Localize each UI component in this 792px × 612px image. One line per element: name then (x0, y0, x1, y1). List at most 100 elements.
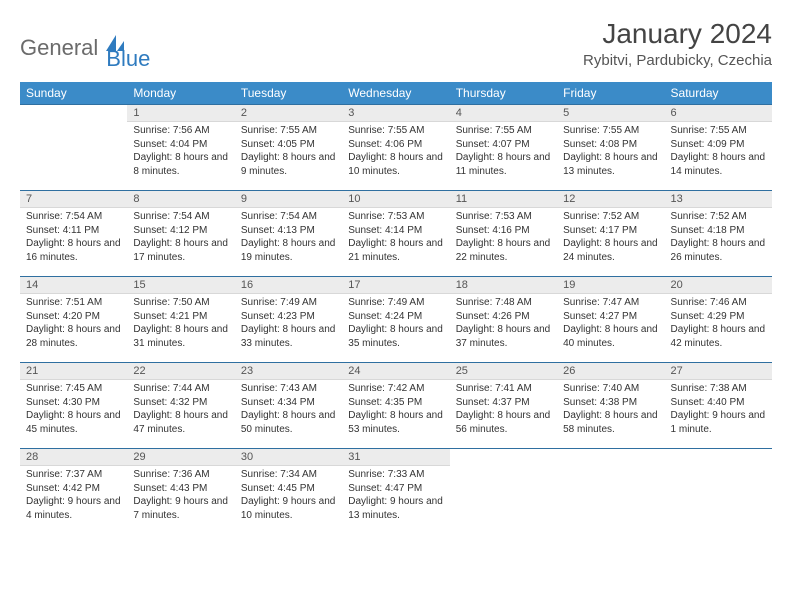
day-number: 14 (20, 277, 127, 294)
day-detail: Sunrise: 7:33 AMSunset: 4:47 PMDaylight:… (342, 466, 449, 526)
day-detail-line: Sunset: 4:47 PM (348, 482, 443, 496)
day-number: 27 (665, 363, 772, 380)
day-detail: Sunrise: 7:41 AMSunset: 4:37 PMDaylight:… (450, 380, 557, 440)
day-number: 18 (450, 277, 557, 294)
day-number: 21 (20, 363, 127, 380)
day-detail-line: Sunset: 4:04 PM (133, 138, 228, 152)
calendar-cell: 16Sunrise: 7:49 AMSunset: 4:23 PMDayligh… (235, 277, 342, 363)
day-detail-line: Sunrise: 7:50 AM (133, 296, 228, 310)
day-number: 4 (450, 105, 557, 122)
day-number: 8 (127, 191, 234, 208)
day-detail-line: Sunrise: 7:37 AM (26, 468, 121, 482)
day-detail-line: Daylight: 8 hours and 13 minutes. (563, 151, 658, 178)
header: General Blue January 2024 Rybitvi, Pardu… (20, 18, 772, 72)
day-detail: Sunrise: 7:52 AMSunset: 4:17 PMDaylight:… (557, 208, 664, 268)
day-detail-line: Daylight: 8 hours and 24 minutes. (563, 237, 658, 264)
day-detail: Sunrise: 7:46 AMSunset: 4:29 PMDaylight:… (665, 294, 772, 354)
day-detail-line: Daylight: 8 hours and 19 minutes. (241, 237, 336, 264)
day-detail-line: Sunset: 4:08 PM (563, 138, 658, 152)
day-detail-line: Sunrise: 7:51 AM (26, 296, 121, 310)
day-number: 25 (450, 363, 557, 380)
day-detail: Sunrise: 7:52 AMSunset: 4:18 PMDaylight:… (665, 208, 772, 268)
calendar-cell: 29Sunrise: 7:36 AMSunset: 4:43 PMDayligh… (127, 449, 234, 535)
day-detail-line: Sunset: 4:12 PM (133, 224, 228, 238)
calendar-week-row: 21Sunrise: 7:45 AMSunset: 4:30 PMDayligh… (20, 363, 772, 449)
day-detail-line: Daylight: 9 hours and 7 minutes. (133, 495, 228, 522)
calendar-cell: 3Sunrise: 7:55 AMSunset: 4:06 PMDaylight… (342, 105, 449, 191)
calendar-cell: 23Sunrise: 7:43 AMSunset: 4:34 PMDayligh… (235, 363, 342, 449)
day-detail-line: Sunrise: 7:49 AM (241, 296, 336, 310)
day-detail-line: Sunset: 4:13 PM (241, 224, 336, 238)
day-number: 22 (127, 363, 234, 380)
day-detail: Sunrise: 7:51 AMSunset: 4:20 PMDaylight:… (20, 294, 127, 354)
day-detail-line: Sunrise: 7:33 AM (348, 468, 443, 482)
day-number: 7 (20, 191, 127, 208)
day-number: 10 (342, 191, 449, 208)
day-detail: Sunrise: 7:54 AMSunset: 4:11 PMDaylight:… (20, 208, 127, 268)
day-detail-line: Sunrise: 7:36 AM (133, 468, 228, 482)
day-number: 19 (557, 277, 664, 294)
day-detail: Sunrise: 7:55 AMSunset: 4:08 PMDaylight:… (557, 122, 664, 182)
day-detail: Sunrise: 7:49 AMSunset: 4:23 PMDaylight:… (235, 294, 342, 354)
day-detail-line: Daylight: 8 hours and 50 minutes. (241, 409, 336, 436)
day-detail: Sunrise: 7:49 AMSunset: 4:24 PMDaylight:… (342, 294, 449, 354)
day-detail-line: Sunrise: 7:55 AM (241, 124, 336, 138)
day-detail-line: Daylight: 9 hours and 10 minutes. (241, 495, 336, 522)
day-detail-line: Sunrise: 7:46 AM (671, 296, 766, 310)
calendar-week-row: 1Sunrise: 7:56 AMSunset: 4:04 PMDaylight… (20, 105, 772, 191)
day-number: 23 (235, 363, 342, 380)
day-detail-line: Sunrise: 7:49 AM (348, 296, 443, 310)
day-number: 1 (127, 105, 234, 122)
day-header: Tuesday (235, 82, 342, 105)
calendar-cell: 30Sunrise: 7:34 AMSunset: 4:45 PMDayligh… (235, 449, 342, 535)
day-detail: Sunrise: 7:37 AMSunset: 4:42 PMDaylight:… (20, 466, 127, 526)
day-detail: Sunrise: 7:43 AMSunset: 4:34 PMDaylight:… (235, 380, 342, 440)
logo-text-general: General (20, 35, 98, 61)
day-detail-line: Daylight: 8 hours and 45 minutes. (26, 409, 121, 436)
calendar-cell (450, 449, 557, 535)
calendar-cell: 26Sunrise: 7:40 AMSunset: 4:38 PMDayligh… (557, 363, 664, 449)
day-detail-line: Daylight: 8 hours and 8 minutes. (133, 151, 228, 178)
day-detail-line: Sunrise: 7:54 AM (241, 210, 336, 224)
day-detail-line: Daylight: 9 hours and 13 minutes. (348, 495, 443, 522)
calendar-cell: 24Sunrise: 7:42 AMSunset: 4:35 PMDayligh… (342, 363, 449, 449)
calendar-week-row: 14Sunrise: 7:51 AMSunset: 4:20 PMDayligh… (20, 277, 772, 363)
day-detail-line: Daylight: 9 hours and 1 minute. (671, 409, 766, 436)
day-detail-line: Daylight: 8 hours and 11 minutes. (456, 151, 551, 178)
day-number: 24 (342, 363, 449, 380)
day-number: 28 (20, 449, 127, 466)
day-detail-line: Daylight: 9 hours and 4 minutes. (26, 495, 121, 522)
day-detail-line: Sunrise: 7:54 AM (133, 210, 228, 224)
day-detail: Sunrise: 7:42 AMSunset: 4:35 PMDaylight:… (342, 380, 449, 440)
day-detail-line: Daylight: 8 hours and 26 minutes. (671, 237, 766, 264)
calendar-cell: 1Sunrise: 7:56 AMSunset: 4:04 PMDaylight… (127, 105, 234, 191)
calendar-week-row: 28Sunrise: 7:37 AMSunset: 4:42 PMDayligh… (20, 449, 772, 535)
day-number: 15 (127, 277, 234, 294)
day-detail: Sunrise: 7:56 AMSunset: 4:04 PMDaylight:… (127, 122, 234, 182)
day-number (20, 105, 127, 121)
day-detail-line: Daylight: 8 hours and 47 minutes. (133, 409, 228, 436)
day-detail-line: Sunrise: 7:55 AM (348, 124, 443, 138)
day-header: Thursday (450, 82, 557, 105)
day-header: Saturday (665, 82, 772, 105)
day-detail-line: Sunset: 4:24 PM (348, 310, 443, 324)
day-detail-line: Daylight: 8 hours and 40 minutes. (563, 323, 658, 350)
day-detail-line: Daylight: 8 hours and 9 minutes. (241, 151, 336, 178)
day-number: 5 (557, 105, 664, 122)
day-detail-line: Sunrise: 7:40 AM (563, 382, 658, 396)
logo: General Blue (20, 24, 150, 72)
day-detail: Sunrise: 7:34 AMSunset: 4:45 PMDaylight:… (235, 466, 342, 526)
day-detail: Sunrise: 7:40 AMSunset: 4:38 PMDaylight:… (557, 380, 664, 440)
calendar-cell (557, 449, 664, 535)
day-detail: Sunrise: 7:36 AMSunset: 4:43 PMDaylight:… (127, 466, 234, 526)
calendar-cell (665, 449, 772, 535)
calendar-cell: 8Sunrise: 7:54 AMSunset: 4:12 PMDaylight… (127, 191, 234, 277)
calendar-cell: 20Sunrise: 7:46 AMSunset: 4:29 PMDayligh… (665, 277, 772, 363)
day-number: 29 (127, 449, 234, 466)
day-detail: Sunrise: 7:55 AMSunset: 4:07 PMDaylight:… (450, 122, 557, 182)
calendar-cell (20, 105, 127, 191)
day-detail-line: Sunrise: 7:44 AM (133, 382, 228, 396)
day-number: 30 (235, 449, 342, 466)
day-number: 13 (665, 191, 772, 208)
calendar-cell: 31Sunrise: 7:33 AMSunset: 4:47 PMDayligh… (342, 449, 449, 535)
